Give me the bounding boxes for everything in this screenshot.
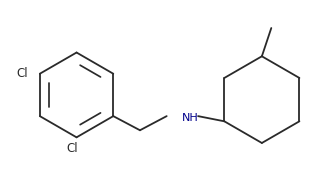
Text: Cl: Cl <box>17 67 28 80</box>
Text: NH: NH <box>182 113 198 123</box>
Text: Cl: Cl <box>66 142 78 155</box>
